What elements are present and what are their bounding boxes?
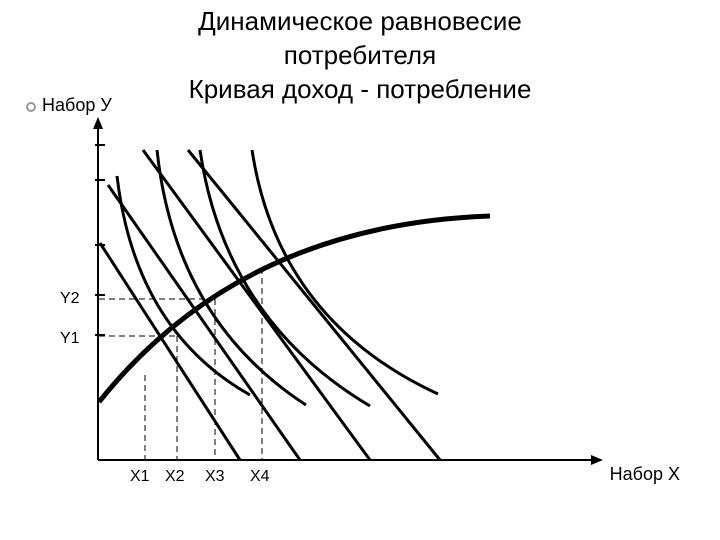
x-tick-label: X2: [165, 468, 185, 486]
y-tick-label: Y2: [60, 290, 80, 308]
chart-svg: [0, 0, 720, 540]
x-tick-label: X1: [130, 468, 150, 486]
x-tick-label: X4: [250, 468, 270, 486]
x-tick-label: X3: [205, 468, 225, 486]
y-tick-label: Y1: [60, 330, 80, 348]
